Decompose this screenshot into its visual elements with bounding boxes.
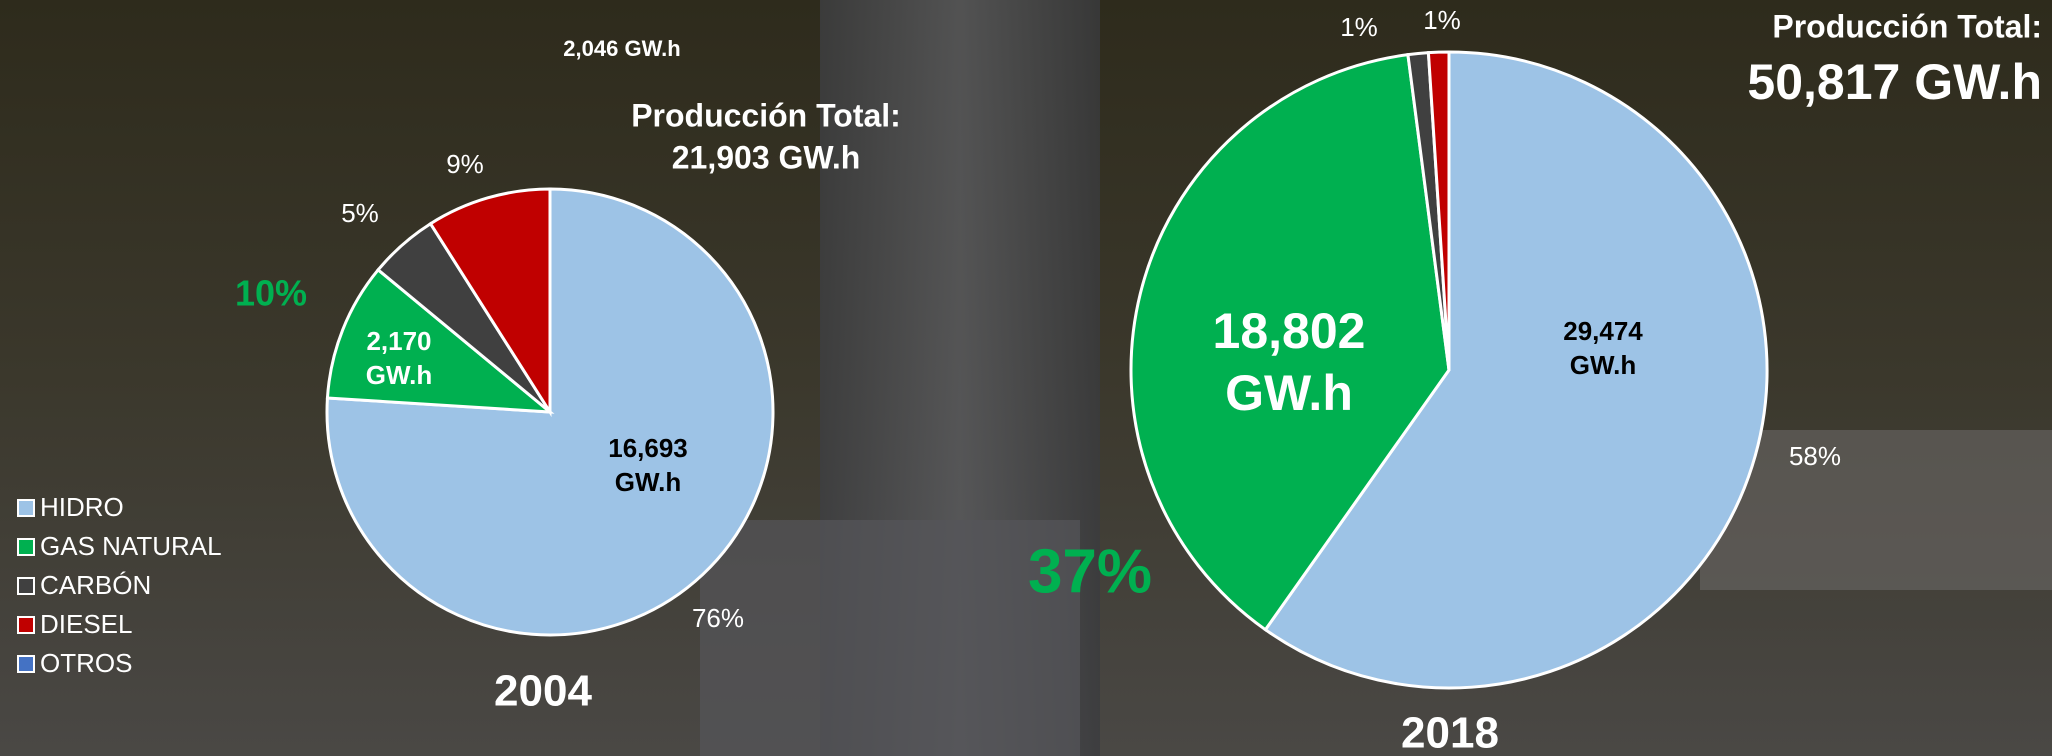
legend-label: HIDRO — [40, 492, 124, 522]
percent-label: 1% — [1423, 5, 1461, 35]
background-structure — [1700, 430, 2052, 590]
percent-label: 10% — [235, 273, 307, 314]
energy-label: 18,802 GW.h — [1213, 303, 1366, 421]
percent-label: 37% — [1028, 537, 1152, 606]
total-value: 21,903 GW.h — [672, 139, 861, 175]
pie-slice — [1129, 52, 1451, 632]
percent-label: 5% — [341, 198, 379, 228]
pie-slice — [428, 187, 552, 418]
background-structure — [700, 520, 1080, 756]
pie-title: 2004 — [494, 667, 592, 716]
energy-label: 2,046 GW.h — [563, 36, 680, 61]
pie-slice — [325, 267, 555, 414]
legend-label: CARBÓN — [40, 570, 151, 600]
total-value: 50,817 GW.h — [1747, 54, 2042, 110]
energy-label: 2,170 GW.h — [366, 326, 432, 390]
legend-label: GAS NATURAL — [40, 531, 222, 561]
legend-swatch — [17, 655, 35, 673]
legend-swatch — [17, 538, 35, 556]
percent-label: 9% — [446, 149, 484, 179]
total-label: Producción Total: — [1772, 8, 2042, 44]
legend-swatch — [17, 616, 35, 634]
pie-slice — [325, 187, 775, 637]
legend-label: DIESEL — [40, 609, 133, 639]
percent-label: 76% — [692, 603, 744, 633]
pie-slice — [1263, 50, 1769, 690]
legend-swatch — [17, 577, 35, 595]
pie-title: 2018 — [1401, 709, 1499, 756]
percent-label: 58% — [1789, 441, 1841, 471]
legend-label: OTROS — [40, 648, 132, 678]
energy-label: 29,474 GW.h — [1563, 316, 1643, 380]
total-label: Producción Total: — [631, 97, 901, 133]
energy-label: 16,693 GW.h — [608, 433, 688, 497]
percent-label: 1% — [1340, 12, 1378, 42]
legend-swatch — [17, 499, 35, 517]
pie-slice — [1426, 50, 1451, 371]
